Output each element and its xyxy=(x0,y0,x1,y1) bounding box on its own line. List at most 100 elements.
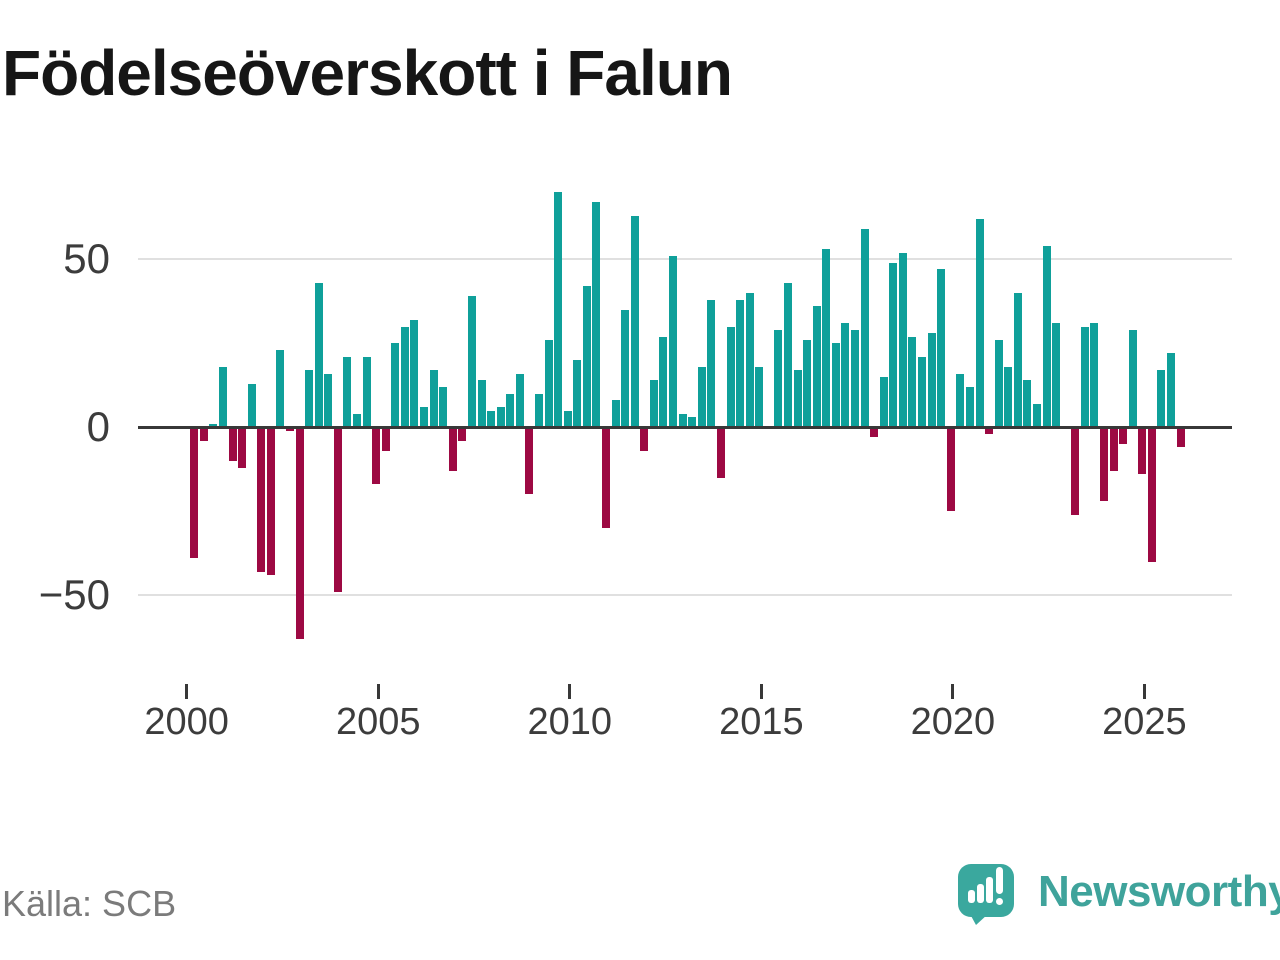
bar-2017-Q4 xyxy=(870,427,879,438)
bar-2003-Q2 xyxy=(314,282,323,428)
bar-2025-Q2 xyxy=(1157,370,1166,428)
bar-2012-Q2 xyxy=(659,336,668,428)
bar-2023-Q3 xyxy=(1090,323,1099,428)
bar-2001-Q3 xyxy=(247,383,256,428)
bar-2002-Q2 xyxy=(276,350,285,428)
bar-2025-Q4 xyxy=(1176,427,1185,448)
x-tick-label: 2015 xyxy=(719,701,804,743)
bar-2016-Q1 xyxy=(803,339,812,428)
x-tick-mark xyxy=(568,684,572,699)
bar-2002-Q1 xyxy=(266,427,275,576)
bar-2012-Q3 xyxy=(669,255,678,428)
bar-2011-Q4 xyxy=(640,427,649,451)
bar-2009-Q1 xyxy=(534,393,543,428)
bar-2020-Q1 xyxy=(956,373,965,428)
bar-2014-Q3 xyxy=(745,292,754,428)
x-tick-mark xyxy=(1142,684,1146,699)
bar-2017-Q1 xyxy=(841,323,850,428)
bar-2009-Q4 xyxy=(563,410,572,428)
bar-2019-Q3 xyxy=(937,269,946,428)
bar-2023-Q1 xyxy=(1071,427,1080,515)
gridline-y50 xyxy=(138,258,1232,261)
bar-2016-Q3 xyxy=(822,249,831,428)
x-axis-line xyxy=(138,425,1232,429)
x-tick-label: 2025 xyxy=(1102,701,1187,743)
bar-2004-Q1 xyxy=(343,356,352,428)
bar-2020-Q3 xyxy=(975,218,984,428)
newsworthy-logo-icon xyxy=(958,864,1014,925)
bar-2021-Q4 xyxy=(1023,380,1032,428)
bar-2010-Q2 xyxy=(582,286,591,428)
bar-2000-Q4 xyxy=(218,366,227,428)
bar-2008-Q2 xyxy=(506,393,515,428)
bar-2014-Q2 xyxy=(736,299,745,428)
bar-2000-Q2 xyxy=(199,427,208,441)
y-tick-label: 50 xyxy=(63,235,110,283)
bar-2019-Q2 xyxy=(927,333,936,428)
bar-2004-Q4 xyxy=(372,427,381,485)
y-tick-label: −50 xyxy=(38,571,110,619)
source-label: Källa: SCB xyxy=(2,883,177,924)
bar-2023-Q4 xyxy=(1100,427,1108,502)
bar-2009-Q3 xyxy=(554,192,563,428)
bar-2006-Q1 xyxy=(420,407,429,428)
gridline-y-50 xyxy=(138,594,1232,597)
bar-2000-Q3 xyxy=(209,423,218,428)
bar-2025-Q3 xyxy=(1167,353,1176,428)
brand-name: Newsworthy xyxy=(1038,867,1280,916)
bar-2006-Q3 xyxy=(439,386,448,428)
bar-2023-Q2 xyxy=(1080,326,1089,428)
bar-2022-Q2 xyxy=(1042,245,1051,428)
bar-2017-Q3 xyxy=(860,229,869,428)
bar-2024-Q1 xyxy=(1109,427,1118,471)
bar-2015-Q4 xyxy=(793,370,802,428)
x-tick-mark xyxy=(951,684,955,699)
bar-2016-Q2 xyxy=(812,306,821,428)
bar-2017-Q2 xyxy=(851,329,859,428)
bar-2022-Q1 xyxy=(1032,403,1041,428)
y-tick-label: 0 xyxy=(86,403,110,451)
bar-2014-Q1 xyxy=(726,326,735,428)
bar-2011-Q1 xyxy=(611,400,620,428)
bar-2013-Q1 xyxy=(688,417,697,428)
x-tick-label: 2005 xyxy=(335,701,421,743)
bar-2022-Q3 xyxy=(1052,323,1061,428)
bar-2021-Q2 xyxy=(1004,366,1013,428)
bar-2018-Q4 xyxy=(908,336,917,428)
x-tick-mark xyxy=(185,684,189,699)
bar-2007-Q4 xyxy=(487,410,496,428)
bar-2007-Q1 xyxy=(458,427,467,441)
bar-2010-Q1 xyxy=(573,360,582,428)
bar-2010-Q4 xyxy=(602,427,610,529)
bar-2015-Q3 xyxy=(783,282,792,428)
bar-2019-Q1 xyxy=(918,356,927,428)
bar-2020-Q4 xyxy=(985,427,994,435)
bar-2006-Q2 xyxy=(429,370,438,428)
newsworthy-branding: Newsworthy xyxy=(958,862,1280,932)
x-tick-mark xyxy=(376,684,380,699)
bar-2009-Q2 xyxy=(544,339,553,428)
bar-2005-Q4 xyxy=(410,319,419,428)
bar-2012-Q1 xyxy=(649,380,658,428)
bar-2016-Q4 xyxy=(831,343,840,428)
bar-2005-Q1 xyxy=(381,427,390,451)
bar-2013-Q3 xyxy=(707,299,716,428)
x-tick-mark xyxy=(759,684,763,699)
bar-2014-Q4 xyxy=(755,366,764,428)
bar-2018-Q3 xyxy=(898,252,907,428)
bar-2013-Q2 xyxy=(697,366,706,428)
x-tick-label: 2020 xyxy=(910,701,996,743)
bar-2025-Q1 xyxy=(1147,427,1156,562)
bar-2008-Q4 xyxy=(525,427,534,495)
chart-title: Födelseöverskott i Falun xyxy=(2,37,733,109)
bar-2004-Q3 xyxy=(362,356,371,428)
bar-2004-Q2 xyxy=(353,413,361,428)
bar-2013-Q4 xyxy=(716,427,725,478)
bar-2007-Q3 xyxy=(477,380,486,428)
bar-2001-Q2 xyxy=(238,427,247,468)
x-tick-label: 2010 xyxy=(527,701,613,743)
bar-2000-Q1 xyxy=(190,427,199,559)
bar-2003-Q4 xyxy=(333,427,342,592)
